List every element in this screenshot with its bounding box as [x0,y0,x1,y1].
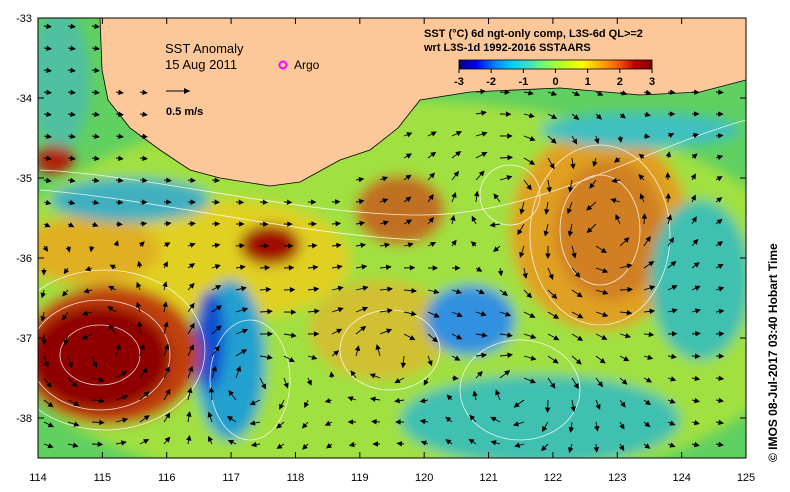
map-title: SST Anomaly [165,41,244,56]
colorbar-tick-label: -1 [518,76,528,88]
lon-tick-label: 125 [737,472,755,484]
colorbar-ticks: -3 -2 -1 0 1 2 3 [454,69,655,88]
imos-credit: © IMOS 08-Jul-2017 03:40 Hobart Time [766,243,780,462]
map-frame [37,17,747,459]
lon-tick-label: 120 [415,472,433,484]
lon-tick-label: 114 [29,472,47,484]
argo-legend: Argo [278,58,320,72]
current-vectors [40,23,725,454]
lon-tick-label: 124 [672,472,690,484]
lon-tick-label: 122 [544,472,562,484]
lon-tick-label: 116 [158,472,176,484]
colorbar-legend: SST (°C) 6d ngt-only comp, L3S-6d QL>=2 … [423,28,655,88]
lon-tick-label: 117 [222,472,240,484]
legend-line2: wrt L3S-1d 1992-2016 SSTAARS [423,42,591,54]
lat-tick-label: -36 [16,253,32,265]
latitude-axis: -33-34-35-36-37-38 [16,13,746,425]
velocity-scale: 0.5 m/s [166,88,203,118]
map-plot-area [38,18,746,458]
colorbar [458,59,653,70]
colorbar-tick-label: 3 [649,76,655,88]
lon-tick-label: 121 [479,472,497,484]
lon-tick-label: 118 [287,472,305,484]
colorbar-tick-label: -2 [486,76,496,88]
lat-tick-label: -35 [16,173,32,185]
lon-tick-label: 123 [608,472,626,484]
scale-label: 0.5 m/s [166,106,203,118]
colorbar-tick-label: -3 [454,76,464,88]
colorbar-tick-label: 2 [617,76,623,88]
lon-tick-label: 115 [94,472,112,484]
lat-tick-label: -34 [16,93,32,105]
map-date: 15 Aug 2011 [165,57,237,72]
argo-marker-icon [278,60,288,70]
longitude-axis: 114 115 116 117 118 119 120 121 122 123 124 125 [29,18,755,484]
lat-tick-label: -38 [16,413,32,425]
legend-line1: SST (°C) 6d ngt-only comp, L3S-6d QL>=2 [424,28,643,40]
argo-label: Argo [294,58,320,72]
colorbar-tick-label: 1 [585,76,591,88]
lat-tick-label: -33 [16,13,32,25]
colorbar-tick-label: 0 [552,76,558,88]
lon-tick-label: 119 [351,472,369,484]
lat-tick-label: -37 [16,333,32,345]
